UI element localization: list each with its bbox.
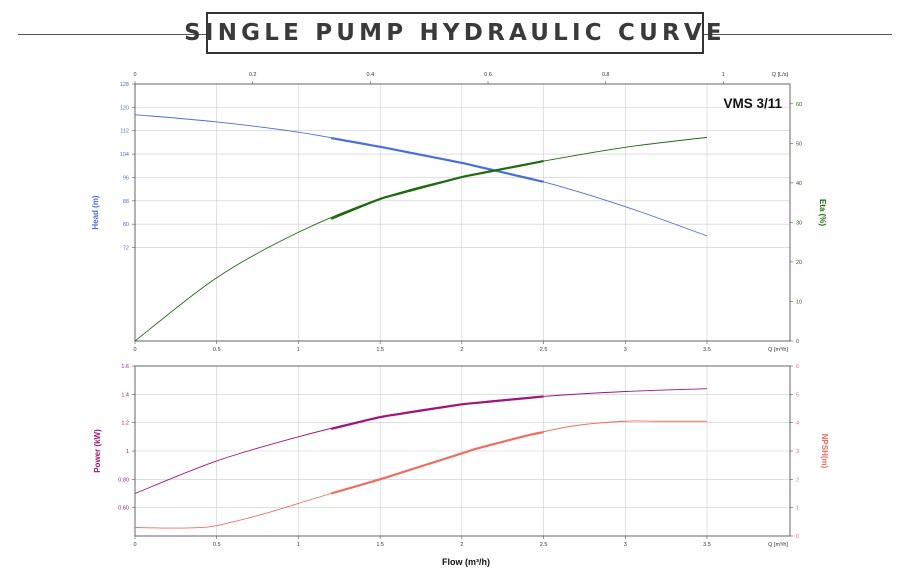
x-tick-label: 3.5	[703, 542, 711, 548]
series-line-npsh-m	[134, 420, 707, 529]
bottom-panel: 0 0.5 1 1.5 2 2.5 3 3.5 Q [m³/h] 0.60 0.80 1 1.2 1.4 1…	[93, 364, 829, 548]
series-operating-range-power-kw	[330, 395, 544, 430]
top-panel: 0 0.5 1 1.5 2 2.5 3 3.5 Q [m³/h]7280889610411212…	[91, 72, 827, 353]
y-right-axis-title: Eta (%)	[818, 199, 827, 226]
banner-box: SINGLE PUMP HYDRAULIC CURVE	[184, 12, 722, 54]
y-left-tick-label: 1	[126, 449, 129, 455]
y-left-tick-label: 80	[123, 222, 129, 228]
y-left-tick-label: 1.2	[121, 421, 129, 427]
y-left-tick-label: 1.6	[121, 364, 129, 370]
y-left-tick-label: 112	[120, 129, 129, 135]
flow-axis-label: Flow (m³/h)	[442, 557, 490, 567]
x-tick-label: 0.5	[213, 542, 221, 548]
x-tick-label: 1	[297, 347, 300, 353]
series-operating-range-eta	[330, 160, 544, 220]
y-right-tick-label: 3	[796, 449, 799, 455]
y-right-tick-label: 0	[796, 339, 799, 345]
x-tick-label: 2	[460, 542, 463, 548]
y-left-tick-label: 120	[120, 105, 129, 111]
y-right-tick-label: 30	[796, 220, 802, 226]
y-right-tick-label: 6	[796, 364, 799, 370]
series-operating-range-npsh-m	[330, 431, 544, 495]
top-axis-tick-label: 0	[133, 72, 136, 78]
top-axis-tick-label: 0.4	[367, 72, 375, 78]
y-right-axis-title: NPSH(m)	[820, 434, 829, 469]
top-axis-tick-label: 0.2	[249, 72, 257, 78]
x-tick-label: 3	[624, 347, 627, 353]
y-left-tick-label: 72	[123, 246, 129, 252]
top-axis-unit-label: Q [L/s]	[772, 72, 789, 78]
banner-title: SINGLE PUMP HYDRAULIC CURVE	[184, 20, 726, 46]
x-tick-label: 2.5	[540, 347, 548, 353]
y-left-tick-label: 0.80	[118, 477, 129, 483]
series-line-power-kw	[134, 388, 708, 494]
x-tick-label: 3.5	[703, 347, 711, 353]
x-tick-label: 2.5	[540, 542, 548, 548]
y-left-tick-label: 128	[120, 82, 129, 88]
y-right-tick-label: 60	[796, 102, 802, 108]
plot-frame	[134, 365, 791, 537]
x-tick-label: 0.5	[213, 347, 221, 353]
x-tick-label: 0	[133, 542, 136, 548]
top-axis-tick-label: 0.8	[602, 72, 610, 78]
y-right-tick-label: 10	[796, 299, 802, 305]
x-tick-label: 1	[297, 542, 300, 548]
x-tick-label: 2	[460, 347, 463, 353]
y-left-tick-label: 96	[123, 175, 129, 181]
model-title: VMS 3/11	[723, 96, 782, 111]
y-right-tick-label: 50	[796, 141, 802, 147]
series-operating-range-head-m	[330, 136, 544, 183]
y-left-tick-label: 0.60	[118, 506, 129, 512]
y-right-tick-label: 0	[796, 534, 799, 540]
y-right-tick-label: 40	[796, 181, 802, 187]
y-right-tick-label: 2	[796, 477, 799, 483]
series-line-eta	[134, 136, 708, 342]
top-axis-tick-label: 0.6	[484, 72, 492, 78]
x-unit-label: Q [m³/h]	[768, 542, 788, 548]
y-right-tick-label: 20	[796, 260, 802, 266]
x-tick-label: 1.5	[376, 347, 384, 353]
x-tick-label: 3	[624, 542, 627, 548]
y-left-axis-title: Head (m)	[91, 195, 100, 230]
banner-rule-right	[704, 34, 892, 35]
y-left-tick-label: 88	[123, 199, 129, 205]
x-tick-label: 0	[133, 347, 136, 353]
x-tick-label: 1.5	[376, 542, 384, 548]
x-unit-label: Q [m³/h]	[768, 347, 788, 353]
y-left-tick-label: 1.4	[121, 392, 129, 398]
banner-rule-left	[18, 34, 206, 35]
y-right-tick-label: 1	[796, 506, 799, 512]
y-right-tick-label: 4	[796, 421, 799, 427]
top-axis-tick-label: 1	[722, 72, 725, 78]
y-right-tick-label: 5	[796, 392, 799, 398]
y-left-axis-title: Power (kW)	[93, 429, 102, 473]
plot-frame	[134, 83, 791, 342]
series-line-head-m	[134, 114, 708, 237]
y-left-tick-label: 104	[120, 152, 129, 158]
